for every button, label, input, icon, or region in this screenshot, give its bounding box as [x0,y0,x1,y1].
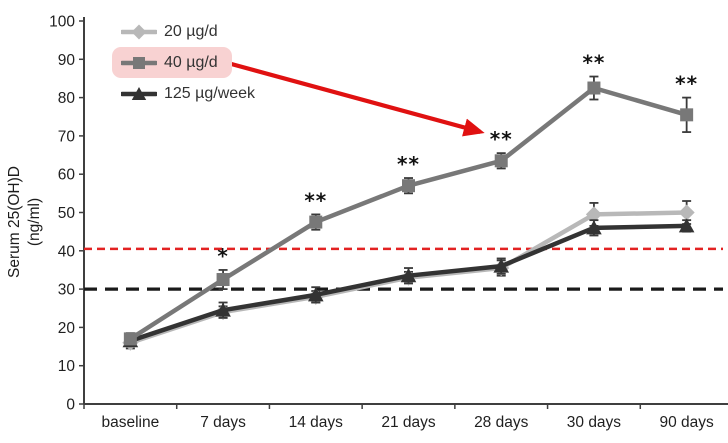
legend-item-40ugd: 40 µg/d [112,47,232,78]
square-marker [309,215,323,229]
y-tick-label: 40 [58,243,76,260]
square-marker [123,332,137,346]
legend-triangle-icon [131,86,147,100]
y-tick-label: 100 [49,14,75,31]
y-tick-label: 70 [58,128,76,145]
legend-marker-20ugd-icon [121,24,157,39]
y-axis-title: Serum 25(OH)D (ng/ml) [5,166,45,278]
y-axis-title-line1: Serum 25(OH)D [5,166,23,278]
x-category-label: 7 days [200,414,246,431]
triangle-marker [493,258,510,273]
legend-label-20ugd: 20 µg/d [164,22,218,40]
triangle-marker [586,220,602,235]
y-tick-label: 50 [58,205,76,222]
significance-label: ** [582,51,605,75]
series-40-g-d: *********** [123,51,698,346]
significance-label: ** [490,127,513,151]
annotation-arrow [223,59,485,137]
y-tick-label: 90 [58,52,76,69]
x-category-label: 28 days [474,414,529,431]
legend-square-icon [133,56,145,69]
significance-label: ** [304,188,327,212]
y-tick-label: 60 [58,167,76,184]
triangle-marker [678,218,695,233]
square-marker [680,108,694,122]
series-125-g-week [122,218,695,348]
significance-label: ** [397,152,420,176]
x-category-label: 90 days [659,414,714,431]
legend-diamond-icon [131,24,147,39]
y-axis-title-line2: (ng/ml) [26,197,43,247]
legend-label-125ugweek: 125 µg/week [164,84,256,102]
triangle-marker [307,287,324,302]
legend: 20 µg/d 40 µg/d 125 µg/week [112,16,269,109]
legend-item-20ugd: 20 µg/d [112,16,232,47]
legend-marker-40ugd-icon [121,56,157,69]
x-category-label: 21 days [381,414,436,431]
triangle-marker [400,268,417,283]
y-tick-label: 10 [58,358,76,375]
square-marker [494,154,508,168]
x-category-label: 30 days [567,414,622,431]
y-tick-label: 30 [58,282,76,299]
legend-item-125ugweek: 125 µg/week [112,78,269,109]
y-tick-label: 0 [66,397,75,414]
significance-label: ** [675,72,698,96]
y-tick-label: 20 [58,320,76,337]
legend-marker-125ugweek-icon [121,86,157,100]
square-marker [587,81,601,95]
square-marker [216,273,230,287]
legend-label-40ugd: 40 µg/d [164,53,218,71]
y-tick-label: 80 [58,90,76,107]
diamond-marker [678,204,695,221]
x-category-label: baseline [101,414,159,431]
significance-label: * [217,244,228,268]
x-category-label: 14 days [289,414,344,431]
triangle-marker [215,302,231,317]
diamond-marker [585,206,602,223]
square-marker [402,179,415,193]
